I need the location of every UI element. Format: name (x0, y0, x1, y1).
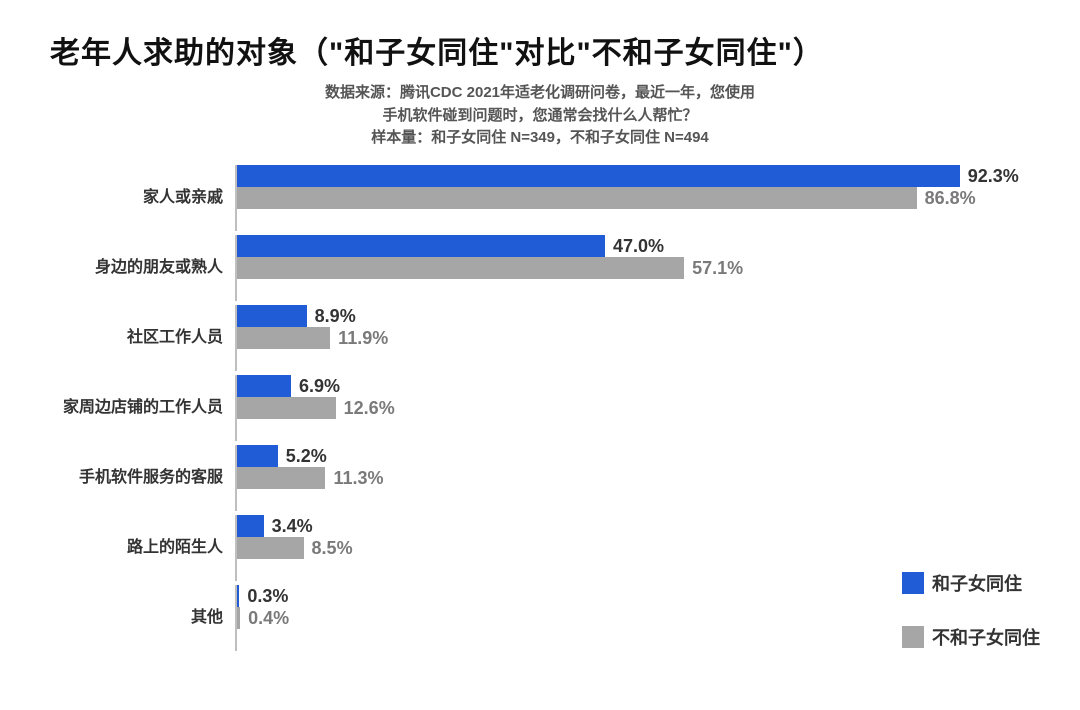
category-label: 手机软件服务的客服 (60, 468, 235, 487)
chart-subtitle: 数据来源：腾讯CDC 2021年适老化调研问卷，最近一年，您使用 手机软件碰到问… (0, 82, 1080, 150)
category-label: 家周边店铺的工作人员 (60, 398, 235, 417)
bar-value-label: 86.8% (925, 188, 976, 209)
chart-row: 其他 0.3%0.4% (60, 585, 1020, 651)
bar: 57.1% (237, 257, 1020, 279)
bar-fill (237, 305, 307, 327)
bar: 11.9% (237, 327, 1020, 349)
subtitle-line-1: 数据来源：腾讯CDC 2021年适老化调研问卷，最近一年，您使用 (325, 84, 755, 101)
category-label: 家人或亲戚 (60, 188, 235, 207)
bar-fill (237, 187, 917, 209)
bar-fill (237, 165, 960, 187)
bar-value-label: 8.9% (315, 306, 356, 327)
bar-fill (237, 515, 264, 537)
subtitle-line-2: 手机软件碰到问题时，您通常会找什么人帮忙？ (382, 107, 697, 124)
bar-value-label: 57.1% (692, 258, 743, 279)
bar: 86.8% (237, 187, 1020, 209)
bar: 92.3% (237, 165, 1020, 187)
bar-fill (237, 537, 304, 559)
bar-value-label: 47.0% (613, 236, 664, 257)
chart-title: 老年人求助的对象（"和子女同住"对比"不和子女同住"） (50, 28, 824, 72)
bar: 8.9% (237, 305, 1020, 327)
subtitle-line-3: 样本量：和子女同住 N=349，不和子女同住 N=494 (371, 129, 709, 146)
chart-row: 路上的陌生人 3.4%8.5% (60, 515, 1020, 581)
grouped-bar-chart: 家人或亲戚92.3%86.8%身边的朋友或熟人47.0%57.1%社区工作人员8… (60, 165, 1020, 651)
bars-group: 5.2% 11.3% (235, 445, 1020, 511)
legend-label: 和子女同住 (932, 570, 1022, 596)
chart-row: 社区工作人员8.9%11.9% (60, 305, 1020, 371)
bars-group: 92.3%86.8% (235, 165, 1020, 231)
bar-fill (237, 257, 684, 279)
bar-fill (237, 397, 336, 419)
legend-item-not-live-with: 不和子女同住 (902, 624, 1040, 650)
legend-swatch (902, 572, 924, 594)
bar-fill (237, 375, 291, 397)
bar: 12.6% (237, 397, 1020, 419)
bars-group: 47.0% 57.1% (235, 235, 1020, 301)
chart-row: 家人或亲戚92.3%86.8% (60, 165, 1020, 231)
bar-fill (237, 445, 278, 467)
bar: 3.4% (237, 515, 1020, 537)
bar-value-label: 5.2% (286, 446, 327, 467)
legend-swatch (902, 626, 924, 648)
bar-fill (237, 327, 330, 349)
chart-row: 手机软件服务的客服 5.2% 11.3% (60, 445, 1020, 511)
bar: 47.0% (237, 235, 1020, 257)
chart-row: 家周边店铺的工作人员6.9%12.6% (60, 375, 1020, 441)
category-label: 其他 (60, 608, 235, 627)
bars-group: 6.9%12.6% (235, 375, 1020, 441)
bar-value-label: 6.9% (299, 376, 340, 397)
bar-fill (237, 235, 605, 257)
bar-value-label: 0.4% (248, 608, 289, 629)
bar-value-label: 0.3% (247, 586, 288, 607)
category-label: 身边的朋友或熟人 (60, 258, 235, 277)
bar-value-label: 11.3% (333, 468, 383, 489)
chart-row: 身边的朋友或熟人 47.0% 57.1% (60, 235, 1020, 301)
bar-value-label: 11.9% (338, 328, 388, 349)
bar-fill (237, 467, 325, 489)
bar-value-label: 92.3% (968, 166, 1019, 187)
legend: 和子女同住 不和子女同住 (902, 542, 1040, 650)
bar: 5.2% (237, 445, 1020, 467)
legend-item-live-with: 和子女同住 (902, 570, 1040, 596)
bars-group: 8.9%11.9% (235, 305, 1020, 371)
bar-fill (237, 607, 240, 629)
bar-value-label: 12.6% (344, 398, 395, 419)
bar: 6.9% (237, 375, 1020, 397)
bar: 11.3% (237, 467, 1020, 489)
category-label: 路上的陌生人 (60, 538, 235, 557)
category-label: 社区工作人员 (60, 328, 235, 347)
bar-value-label: 8.5% (312, 538, 353, 559)
bar-fill (237, 585, 239, 607)
bar-value-label: 3.4% (272, 516, 313, 537)
legend-label: 不和子女同住 (932, 624, 1040, 650)
